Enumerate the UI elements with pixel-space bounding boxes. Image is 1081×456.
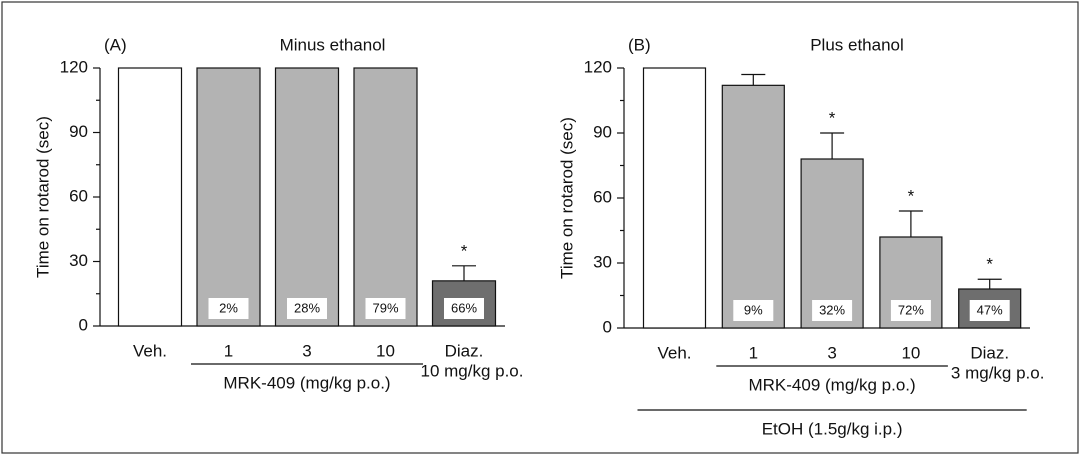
bar-label: 66% xyxy=(451,300,477,315)
y-tick-label: 0 xyxy=(79,315,88,334)
x-tick-label: 10 xyxy=(901,343,920,362)
bar-label-box xyxy=(733,300,774,321)
y-tick-label: 120 xyxy=(60,57,88,76)
bar-label: 32% xyxy=(819,302,845,317)
y-tick-label: 120 xyxy=(584,57,612,76)
bar-label-box xyxy=(969,300,1010,321)
group-label: EtOH (1.5g/kg i.p.) xyxy=(762,419,903,438)
y-tick-label: 60 xyxy=(593,187,612,206)
bar-label: 28% xyxy=(294,300,320,315)
x-tick-label: 3 xyxy=(302,341,311,360)
significance-marker: * xyxy=(829,108,836,127)
bar-label: 2% xyxy=(219,300,238,315)
bar xyxy=(353,67,418,327)
y-axis-label: Time on rotarod (sec) xyxy=(33,116,52,278)
y-tick-label: 30 xyxy=(69,251,88,270)
bar-label-box xyxy=(365,298,406,319)
significance-marker: * xyxy=(986,255,993,274)
bar-label-box xyxy=(812,300,853,321)
bar xyxy=(274,67,340,327)
bar-label: 9% xyxy=(744,302,763,317)
bar xyxy=(721,84,785,329)
x-tick-label: 1 xyxy=(224,341,233,360)
x-tick-label: Diaz. xyxy=(970,343,1009,362)
bar-label: 72% xyxy=(898,302,924,317)
bar xyxy=(196,67,261,327)
x-tick-label: Veh. xyxy=(657,343,691,362)
significance-marker: * xyxy=(908,186,915,205)
y-tick-label: 90 xyxy=(593,122,612,141)
significance-marker: * xyxy=(461,241,468,260)
x-tick-label: 10 xyxy=(376,341,395,360)
group-label: MRK-409 (mg/kg p.o.) xyxy=(748,375,915,394)
bar-label-box xyxy=(208,298,249,319)
x-tick-label: Diaz. xyxy=(445,341,484,360)
group-label: MRK-409 (mg/kg p.o.) xyxy=(223,373,390,392)
bar xyxy=(117,67,183,327)
bar-label: 47% xyxy=(977,302,1003,317)
y-axis-label: Time on rotarod (sec) xyxy=(557,117,576,279)
x-tick-label: 1 xyxy=(749,343,758,362)
x-tick-sublabel: 10 mg/kg p.o. xyxy=(420,361,523,380)
y-tick-label: 60 xyxy=(69,186,88,205)
bar xyxy=(642,67,707,329)
bar-label-box xyxy=(287,298,327,319)
panel-label: (A) xyxy=(104,35,127,54)
panel-title: Minus ethanol xyxy=(280,35,386,54)
y-tick-label: 90 xyxy=(69,122,88,141)
y-tick-label: 30 xyxy=(593,252,612,271)
panel-title: Plus ethanol xyxy=(810,35,904,54)
x-tick-label: 3 xyxy=(827,343,836,362)
panel-label: (B) xyxy=(628,35,651,54)
bar-label-box xyxy=(890,300,931,321)
bar-label: 79% xyxy=(372,300,398,315)
bar xyxy=(800,158,864,329)
y-tick-label: 0 xyxy=(603,317,612,336)
bar-label-box xyxy=(444,298,484,319)
x-tick-label: Veh. xyxy=(133,341,167,360)
x-tick-sublabel: 3 mg/kg p.o. xyxy=(951,363,1045,382)
